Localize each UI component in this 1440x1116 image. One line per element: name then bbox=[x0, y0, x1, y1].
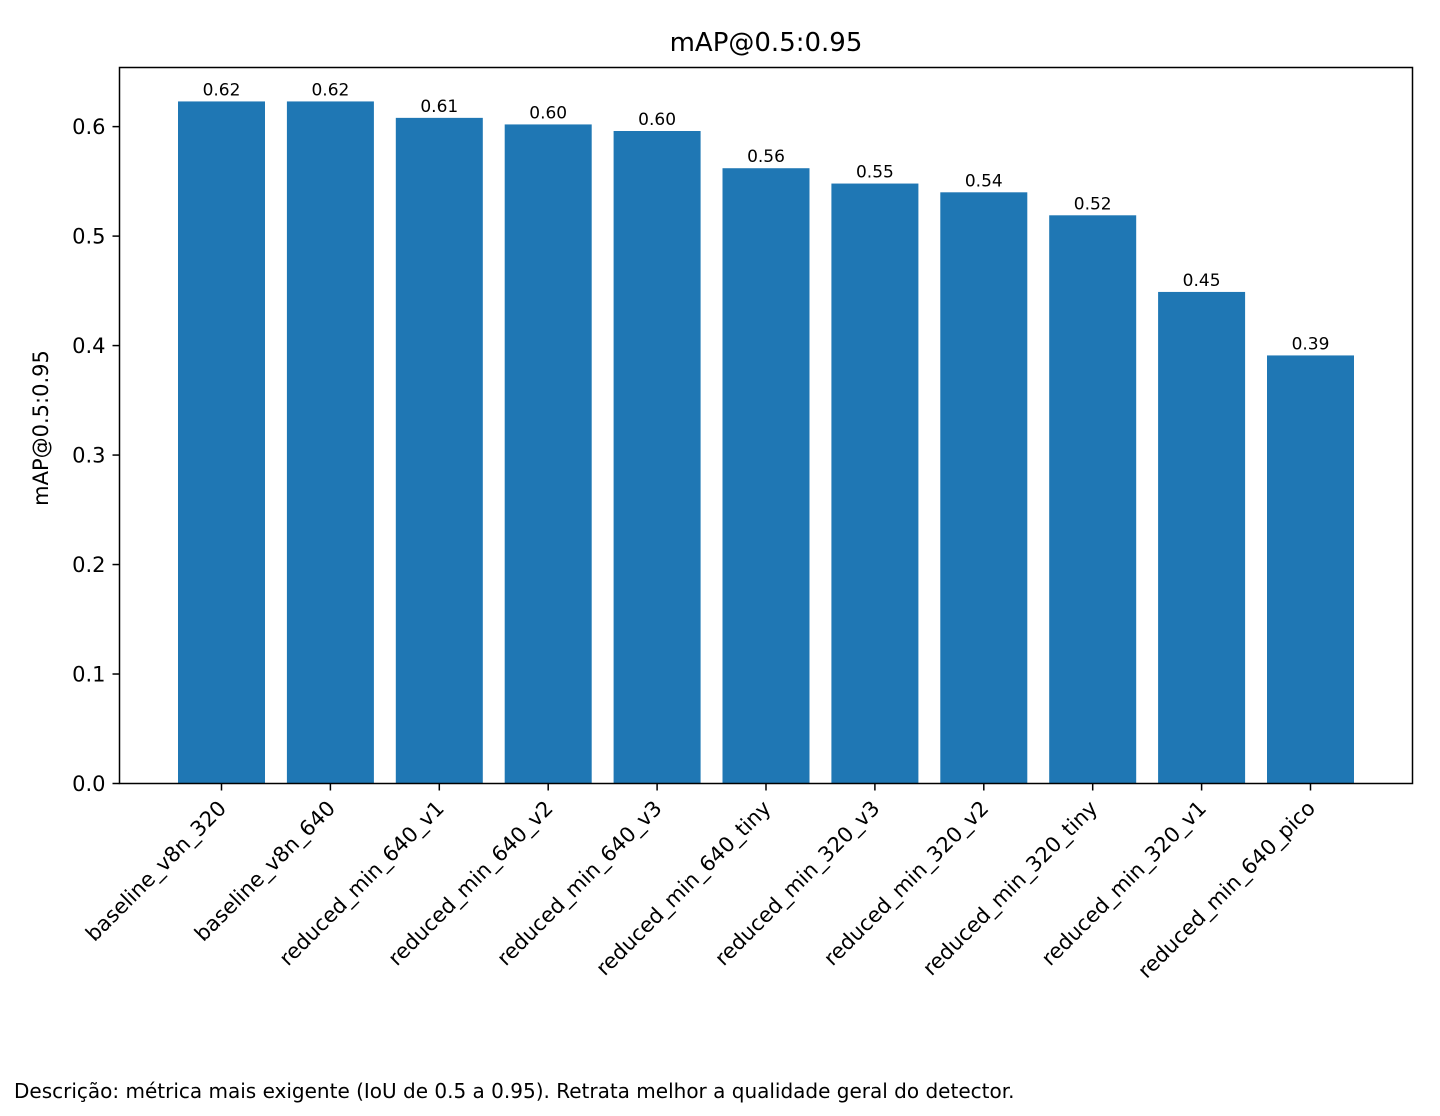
bar-reduced-min-640-v1 bbox=[395, 117, 483, 784]
bar-reduced-min-320-v1 bbox=[1158, 291, 1246, 784]
x-tick-label-reduced-min-640-tiny: reduced_min_640_tiny bbox=[591, 796, 776, 981]
value-labels-layer: 0.62 0.62 0.61 0.60 0.60 0.56 0.55 0.54 0.52 0.45… bbox=[203, 80, 1330, 354]
bar-reduced-min-640-v2 bbox=[504, 124, 592, 784]
value-label-reduced-min-320-v1: 0.45 bbox=[1183, 271, 1221, 291]
x-tick-label-reduced-min-320-tiny: reduced_min_320_tiny bbox=[918, 796, 1103, 981]
y-tick-label: 0.4 bbox=[72, 334, 105, 358]
x-axis-ticks: baseline_v8n_320baseline_v8n_640reduced_… bbox=[81, 783, 1321, 984]
bar-chart: mAP@0.5:0.95 mAP@0.5:0.95 0.62 0.620.61 0.… bbox=[29, 28, 1414, 984]
value-label-reduced-min-640-pico: 0.39 bbox=[1292, 334, 1330, 354]
chart-caption: Descrição: métrica mais exigente (IoU de… bbox=[14, 1079, 1015, 1103]
y-tick-label: 0.6 bbox=[72, 115, 105, 139]
bar-reduced-min-320-tiny bbox=[1049, 215, 1137, 784]
value-label-reduced-min-640-v3: 0.60 bbox=[638, 110, 676, 130]
bar-reduced-min-640-tiny bbox=[722, 168, 810, 784]
bar-reduced-min-320-v2 bbox=[940, 192, 1028, 784]
chart-title: mAP@0.5:0.95 bbox=[670, 28, 863, 58]
y-tick-label: 0.5 bbox=[72, 225, 105, 249]
y-axis-label: mAP@0.5:0.95 bbox=[29, 350, 53, 506]
value-label-baseline-v8n-640: 0.62 bbox=[311, 80, 349, 100]
value-label-baseline-v8n-320: 0.62 bbox=[203, 80, 241, 100]
y-tick-label: 0.3 bbox=[72, 444, 105, 468]
y-tick-label: 0.0 bbox=[72, 772, 105, 796]
value-label-reduced-min-640-v2: 0.60 bbox=[529, 103, 567, 123]
bar-baseline-v8n-640 bbox=[286, 101, 374, 784]
bar-reduced-min-640-v3 bbox=[613, 130, 701, 784]
value-label-reduced-min-640-v1: 0.61 bbox=[420, 97, 458, 117]
y-tick-label: 0.1 bbox=[72, 663, 105, 687]
bar-baseline-v8n-320 bbox=[178, 101, 265, 784]
plot-frame bbox=[118, 66, 1414, 785]
value-label-reduced-min-320-v3: 0.55 bbox=[856, 163, 894, 183]
value-label-reduced-min-320-tiny: 0.52 bbox=[1074, 194, 1112, 214]
bars-layer bbox=[178, 101, 1354, 784]
bar-reduced-min-320-v3 bbox=[831, 183, 919, 784]
y-axis-ticks: 0.0 0.1 0.2 0.3 0.4 0.5 0.6 bbox=[72, 115, 120, 796]
x-tick-label-reduced-min-640-pico: reduced_min_640_pico bbox=[1133, 796, 1321, 984]
bar-reduced-min-640-pico bbox=[1267, 355, 1354, 784]
value-label-reduced-min-640-tiny: 0.56 bbox=[747, 147, 785, 167]
y-tick-label: 0.2 bbox=[72, 553, 105, 577]
value-label-reduced-min-320-v2: 0.54 bbox=[965, 171, 1003, 191]
